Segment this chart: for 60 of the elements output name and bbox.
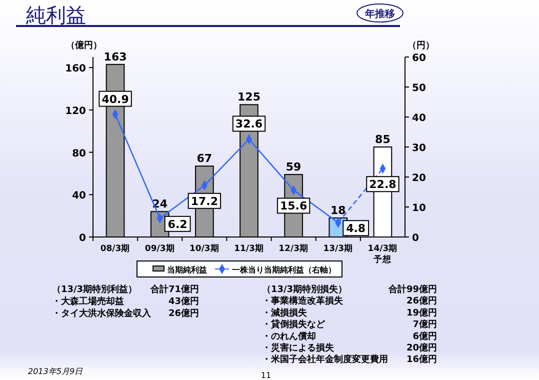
text: ・貸倒損失など: [262, 319, 326, 330]
x-tick-label: 08/3期: [100, 243, 130, 254]
y2-axis-title: （円）: [408, 40, 434, 51]
data-label: 6.2: [168, 218, 188, 231]
text: 2013年5月9日: [28, 367, 84, 376]
text: 19億円: [406, 307, 437, 318]
y2-tick-label: 50: [412, 83, 426, 94]
data-label: 125: [238, 90, 260, 104]
y-tick-label: 120: [65, 106, 86, 117]
data-label: 59: [286, 160, 302, 174]
data-label: 32.6: [235, 118, 263, 131]
x-tick-label: 12/3期: [278, 243, 308, 254]
text: ・大森工場売却益: [52, 296, 124, 307]
y-tick-label: 0: [79, 233, 86, 244]
text: 合計71億円: [149, 284, 199, 295]
x-tick-label: 11/3期: [234, 243, 264, 254]
x-tick-label: 14/3期予想: [368, 243, 398, 265]
legend-label: 当期純利益: [167, 266, 207, 274]
chart-title: 純利益: [26, 3, 86, 27]
data-label: 18: [330, 204, 346, 217]
text: ・減損損失: [262, 307, 308, 318]
y2-tick-label: 20: [412, 173, 426, 184]
data-label: 67: [196, 152, 212, 166]
y2-tick-label: 10: [412, 203, 426, 214]
text: ・のれん償却: [262, 330, 316, 342]
y2-tick-label: 0: [412, 233, 419, 244]
text: ・災害による損失: [262, 342, 335, 354]
x-tick-label: 09/3期: [144, 243, 175, 254]
data-label: 163: [104, 50, 127, 64]
text: （13/3期特別損失）: [262, 284, 348, 295]
x-tick-label: 10/3期: [190, 243, 220, 254]
text: 16億円: [406, 354, 437, 366]
data-label: 22.8: [369, 178, 396, 192]
text: 7億円: [412, 319, 437, 330]
y-tick-label: 80: [72, 148, 86, 160]
legend-label: 一株当り当期純利益（右軸）: [232, 266, 336, 274]
y-tick-label: 160: [65, 64, 86, 75]
y2-tick-label: 30: [412, 143, 426, 154]
text: 43億円: [168, 296, 199, 307]
y-tick-label: 40: [72, 190, 86, 202]
text: （13/3期特別利益）: [52, 284, 138, 295]
data-label: 85: [375, 133, 390, 146]
text: 合計99億円: [387, 284, 437, 295]
text: 6億円: [412, 330, 437, 342]
text: 26億円: [168, 308, 199, 319]
text: 20億円: [406, 342, 437, 354]
x-tick-label: 13/3期: [323, 243, 354, 254]
text: ・米国子会社年金制度変更費用: [262, 354, 388, 366]
text: ・事業構造改革損失: [262, 296, 344, 307]
y2-tick-label: 40: [412, 113, 426, 124]
y-axis-title: （億円）: [66, 40, 102, 51]
data-label: 40.9: [102, 92, 129, 106]
text: ・タイ大洪水保険金収入: [52, 308, 152, 319]
y2-tick-label: 60: [412, 53, 426, 64]
data-label: 17.2: [190, 194, 218, 208]
data-label: 15.6: [280, 200, 308, 213]
text: 26億円: [406, 296, 437, 307]
text: 11: [260, 371, 272, 380]
data-label: 4.8: [346, 222, 366, 236]
chart-subtitle: 年推移: [364, 8, 395, 20]
